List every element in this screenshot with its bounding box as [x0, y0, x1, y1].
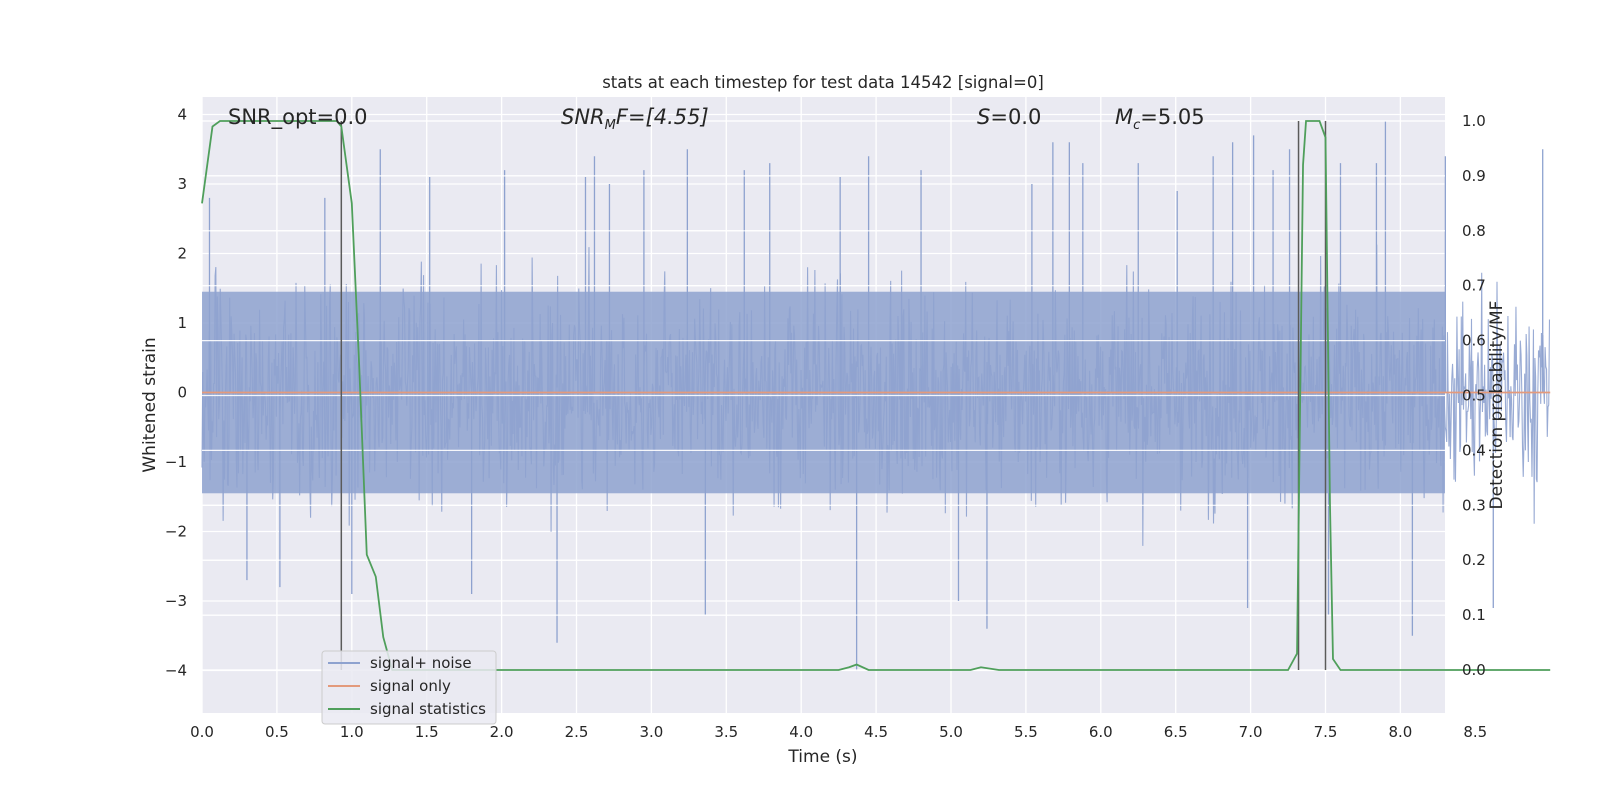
x-tick-label: 7.0	[1239, 723, 1263, 741]
y-tick-label: −1	[165, 453, 187, 471]
annotation-mc-main: M	[1115, 105, 1133, 129]
y2-tick-label: 0.5	[1462, 387, 1486, 405]
x-tick-label: 6.5	[1164, 723, 1188, 741]
y2-tick-label: 0.0	[1462, 661, 1486, 679]
annotation-s-rest: =0.0	[990, 105, 1041, 129]
annotation-mc-rest: =5.05	[1140, 105, 1204, 129]
legend-box	[321, 650, 497, 725]
y-tick-label: 3	[177, 175, 187, 193]
y2-tick-label: 0.1	[1462, 606, 1486, 624]
annotation-snr-mf: SNRMF=[4.55]	[561, 105, 709, 133]
x-tick-label: 4.5	[864, 723, 888, 741]
y-tick-label: −3	[165, 592, 187, 610]
x-tick-label: 3.0	[639, 723, 663, 741]
legend: signal+ noise signal only signal statist…	[321, 650, 497, 725]
annotation-snr-mf-main: SNR	[561, 105, 605, 129]
annotation-snr-opt: SNR_opt=0.0	[228, 105, 368, 130]
x-tick-label: 4.0	[789, 723, 813, 741]
x-tick-label: 5.0	[939, 723, 963, 741]
x-tick-labels: 0.0 0.5 1.0 1.5 2.0 2.5 3.0 3.5 4.0 4.5 5.0 5.5 6.0 6…	[190, 723, 1487, 741]
annotation-mc-sub: c	[1133, 118, 1140, 133]
grid-overlay	[202, 120, 1445, 671]
x-tick-label: 5.5	[1014, 723, 1038, 741]
legend-label-signal: signal only	[370, 677, 451, 695]
legend-label-noise: signal+ noise	[370, 654, 472, 672]
y2-tick-label: 0.9	[1462, 167, 1486, 185]
x-tick-label: 8.5	[1463, 723, 1487, 741]
y2-tick-labels: 1.0 0.9 0.8 0.7 0.6 0.5 0.4 0.3 0.2 0.1 0.0	[1462, 112, 1486, 679]
y-tick-label: 0	[177, 384, 187, 402]
x-axis-label: Time (s)	[787, 747, 857, 767]
x-tick-label: 1.0	[340, 723, 364, 741]
x-tick-label: 3.5	[714, 723, 738, 741]
y-tick-labels: 4 3 2 1 0 −1 −2 −3 −4	[165, 106, 187, 680]
y-tick-label: 2	[177, 245, 187, 263]
x-tick-label: 2.0	[490, 723, 514, 741]
annotation-snr-mf-rest: F=[4.55]	[616, 105, 709, 129]
chart-title: stats at each timestep for test data 145…	[602, 73, 1044, 92]
x-tick-label: 2.5	[565, 723, 589, 741]
legend-label-stats: signal statistics	[370, 700, 486, 718]
y2-tick-label: 0.8	[1462, 222, 1486, 240]
annotation-s: S=0.0	[977, 105, 1041, 129]
y-tick-label: −2	[165, 523, 187, 541]
x-tick-label: 7.5	[1314, 723, 1338, 741]
y2-tick-label: 0.2	[1462, 551, 1486, 569]
x-tick-label: 0.0	[190, 723, 214, 741]
y2-tick-label: 1.0	[1462, 112, 1486, 130]
y-axis-label: Whitened strain	[140, 337, 160, 472]
y2-tick-label: 0.3	[1462, 496, 1486, 514]
x-tick-label: 1.5	[415, 723, 439, 741]
y-tick-label: −4	[165, 662, 187, 680]
x-tick-label: 0.5	[265, 723, 289, 741]
y2-tick-label: 0.6	[1462, 332, 1486, 350]
annotation-snr-mf-sub: M	[605, 118, 616, 133]
annotation-s-main: S	[977, 105, 990, 129]
x-tick-label: 6.0	[1089, 723, 1113, 741]
y-tick-label: 4	[177, 106, 187, 124]
y-tick-label: 1	[177, 314, 187, 332]
y2-tick-label: 0.4	[1462, 441, 1486, 459]
y2-axis-label: Detection probability/MF	[1487, 301, 1507, 510]
x-tick-label: 8.0	[1388, 723, 1412, 741]
annotation-mc: Mc=5.05	[1115, 105, 1205, 133]
y2-tick-label: 0.7	[1462, 277, 1486, 295]
signal-statistics-line	[201, 120, 1551, 671]
